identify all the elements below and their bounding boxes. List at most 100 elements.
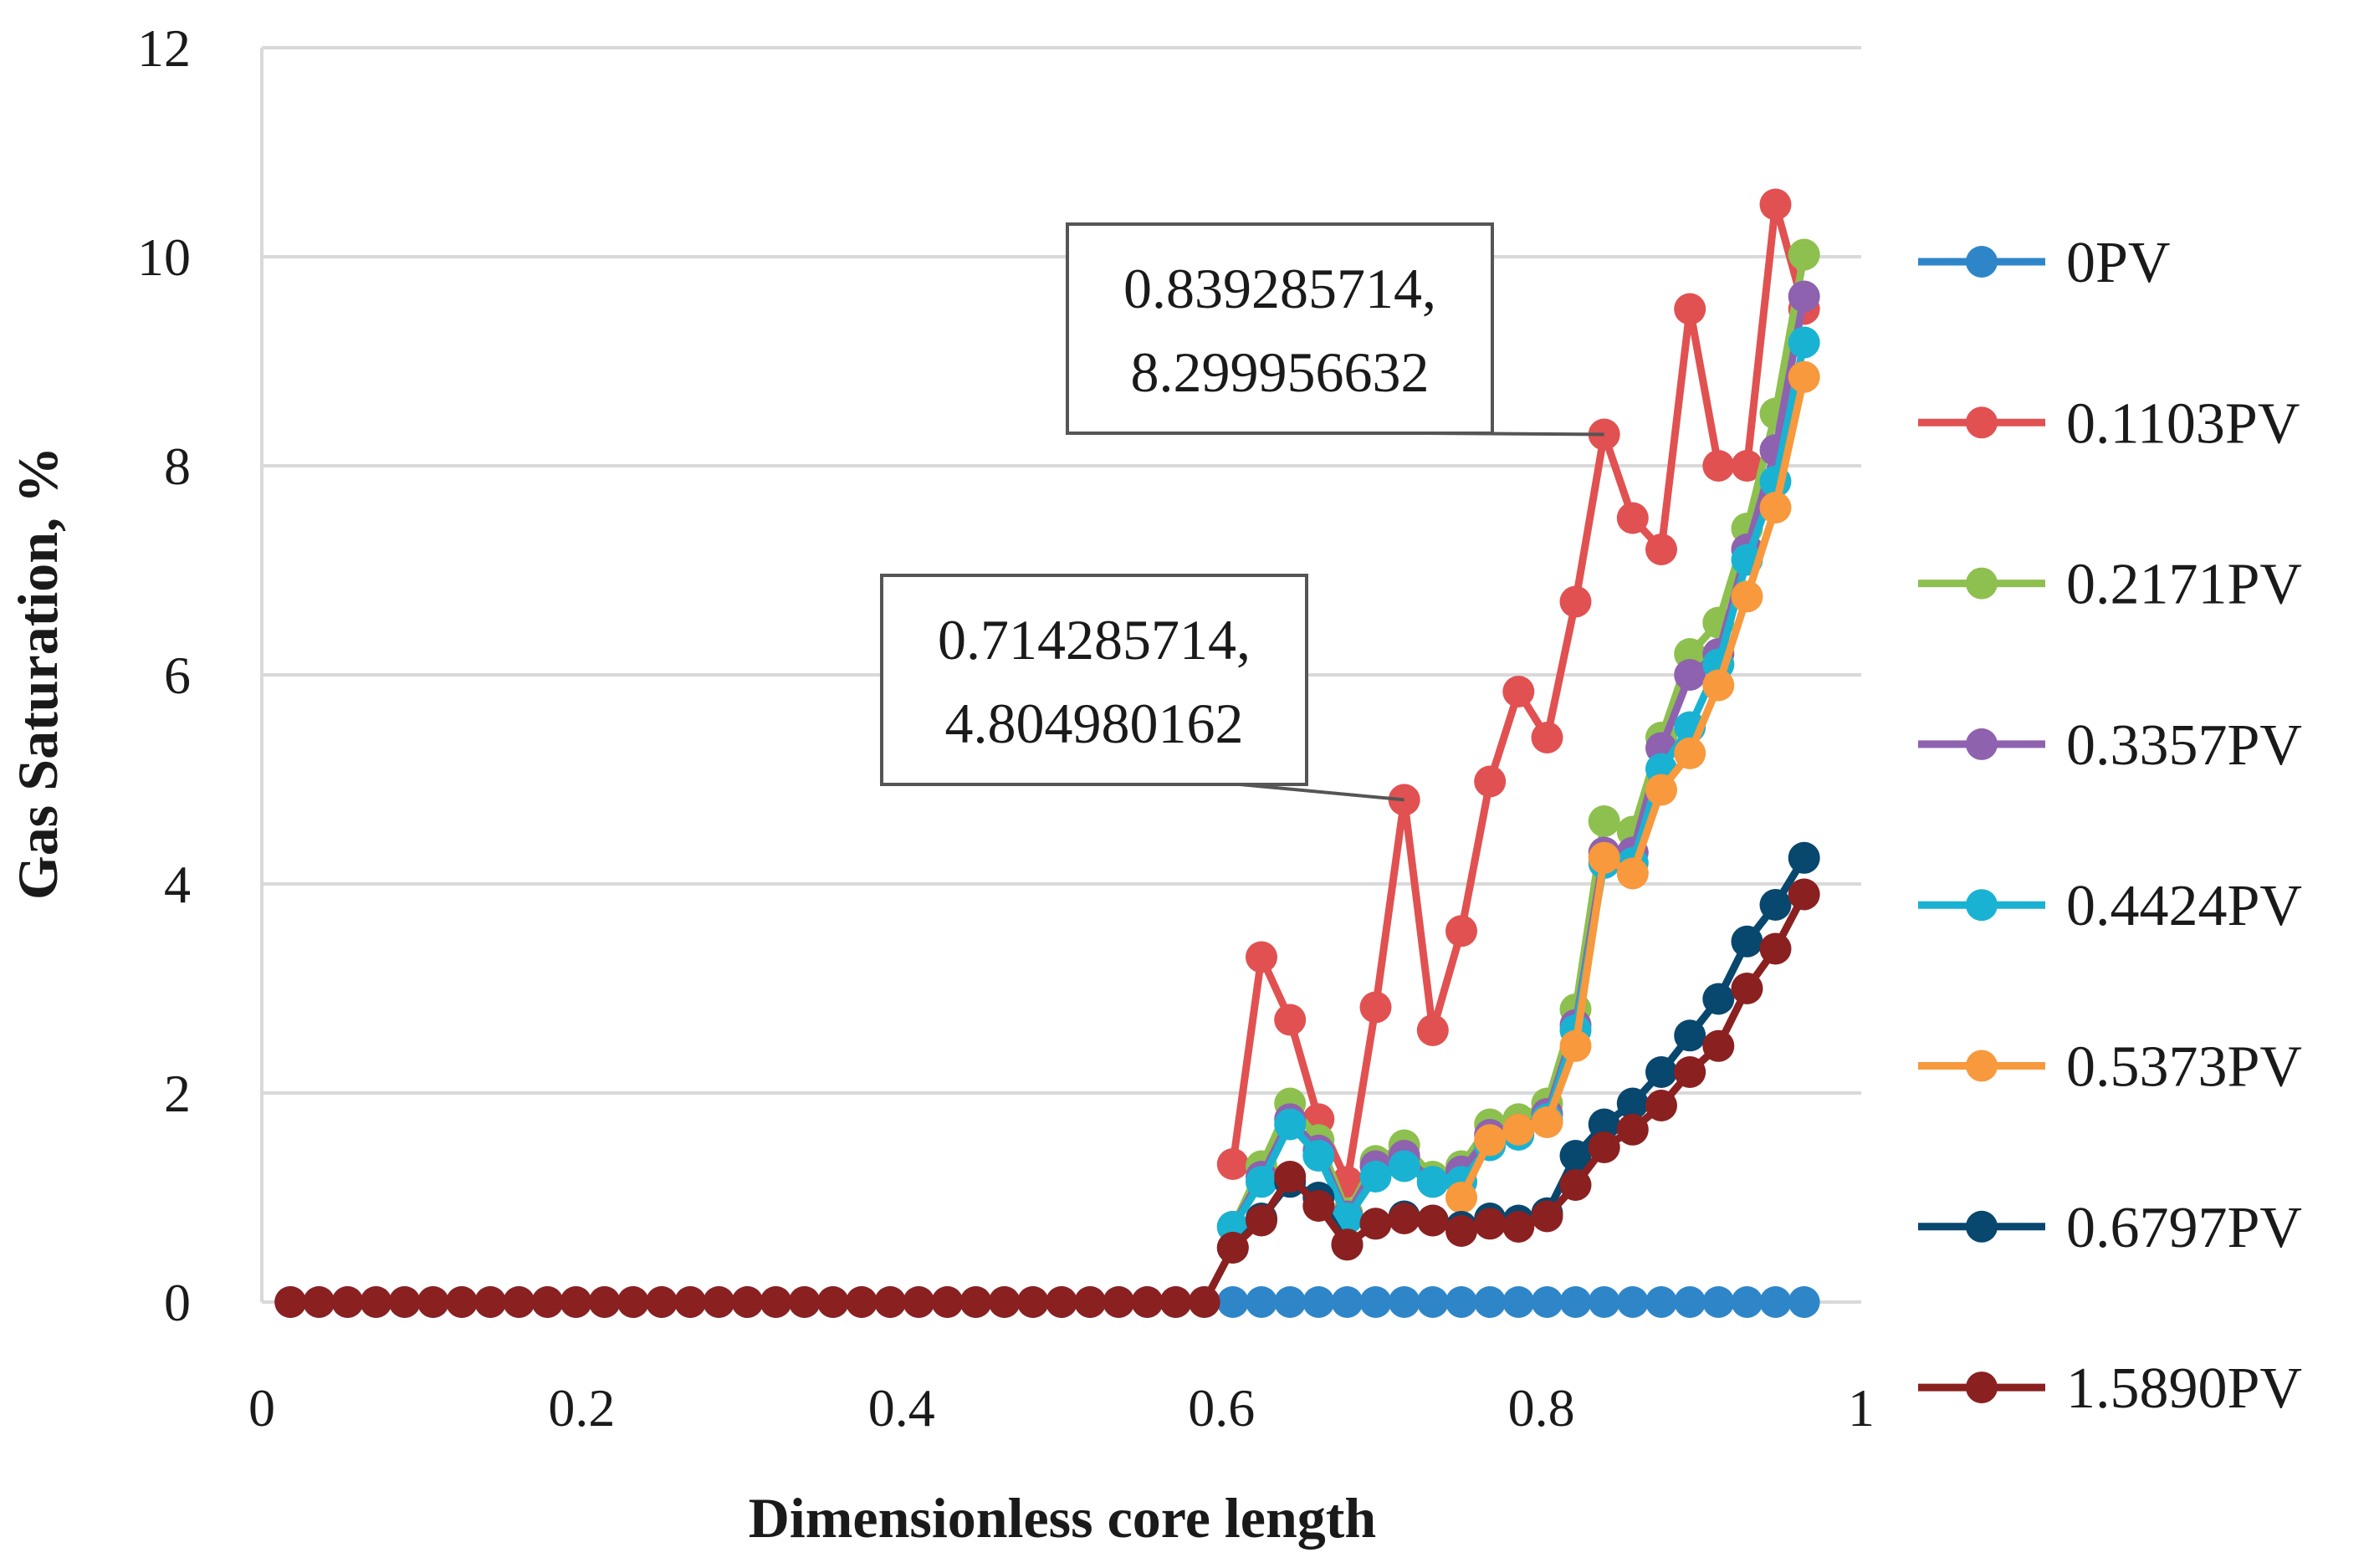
legend-marker: [1966, 1050, 1998, 1082]
data-point: [1702, 450, 1735, 482]
data-point: [1731, 450, 1763, 482]
legend-label: 0.2171PV: [2066, 553, 2302, 617]
data-point: [360, 1286, 392, 1318]
data-point: [1588, 841, 1620, 874]
series-0.5373PV: [1445, 360, 1820, 1213]
data-point: [1388, 1286, 1420, 1318]
data-point: [1788, 841, 1820, 874]
data-point: [1274, 1108, 1307, 1141]
y-tick-label: 4: [164, 855, 191, 914]
legend-marker: [1966, 567, 1998, 600]
data-point: [1216, 1232, 1249, 1264]
data-point: [1016, 1286, 1049, 1318]
data-point: [1302, 1190, 1335, 1222]
legend-item: 0.1103PV: [1918, 391, 2300, 456]
data-point: [1388, 1150, 1420, 1182]
data-point: [1502, 676, 1535, 707]
legend-label: 0.5373PV: [2066, 1035, 2302, 1100]
data-point: [1445, 1182, 1477, 1213]
data-point: [1331, 1228, 1364, 1261]
data-point: [1616, 1286, 1649, 1318]
data-point: [1702, 669, 1735, 702]
data-point: [1759, 492, 1792, 524]
y-tick-label: 2: [164, 1064, 191, 1123]
legend-item: 0.5373PV: [1918, 1035, 2302, 1100]
data-point: [1559, 1029, 1592, 1062]
data-point: [1645, 774, 1677, 806]
legend-label: 0.1103PV: [2066, 391, 2300, 456]
data-point: [1359, 1286, 1392, 1318]
data-point: [674, 1286, 707, 1318]
data-point: [1445, 1215, 1477, 1247]
data-point: [1645, 1286, 1677, 1318]
data-point: [531, 1286, 564, 1318]
y-tick-label: 0: [164, 1273, 191, 1332]
data-point: [560, 1286, 592, 1318]
data-point: [1531, 1200, 1563, 1233]
data-point: [788, 1286, 821, 1318]
callout-layer: 0.714285714, 4.804980162 0.839285714, 8.299…: [880, 222, 1604, 802]
data-point: [1416, 1166, 1449, 1198]
data-callout: 0.714285714, 4.804980162: [880, 574, 1404, 802]
data-point: [1559, 585, 1592, 618]
data-point: [1788, 238, 1820, 271]
data-point: [1759, 932, 1792, 965]
data-point: [388, 1286, 421, 1318]
x-tick-label: 0.2: [548, 1378, 615, 1438]
data-point: [1759, 1286, 1792, 1318]
legend-label: 0.6797PV: [2066, 1196, 2302, 1260]
data-point: [503, 1286, 535, 1318]
legend-marker: [1966, 1371, 1998, 1404]
legend-layer: 0PV 0.1103PV 0.2171PV 0.3357PV 0.4424PV 0.537…: [1918, 231, 2302, 1421]
data-point: [1159, 1286, 1192, 1318]
data-point: [1674, 293, 1706, 325]
data-point: [1388, 1203, 1420, 1234]
data-point: [1246, 1286, 1277, 1318]
callout-label: 4.804980162: [945, 692, 1244, 755]
data-point: [1674, 1019, 1706, 1052]
data-point: [617, 1286, 649, 1318]
data-point: [1674, 659, 1706, 691]
data-point: [417, 1286, 449, 1318]
data-point: [1788, 326, 1820, 359]
data-point: [874, 1286, 907, 1318]
data-point: [988, 1286, 1021, 1318]
data-point: [1759, 889, 1792, 921]
data-point: [303, 1286, 335, 1318]
data-point: [846, 1286, 877, 1318]
data-point: [1788, 878, 1820, 911]
data-point: [1445, 1286, 1477, 1318]
data-point: [1246, 941, 1277, 973]
data-point: [1359, 1161, 1392, 1193]
data-point: [1188, 1286, 1220, 1318]
data-point: [1502, 1113, 1535, 1146]
data-point: [1474, 1286, 1507, 1318]
grid-layer: [262, 46, 1861, 1095]
legend-label: 0.3357PV: [2066, 713, 2302, 778]
data-point: [1474, 1208, 1507, 1240]
legend-item: 0.2171PV: [1918, 553, 2302, 617]
data-point: [331, 1286, 364, 1318]
data-point: [1416, 1286, 1449, 1318]
data-point: [1302, 1140, 1335, 1172]
data-point: [1702, 983, 1735, 1015]
legend-item: 1.5890PV: [1918, 1356, 2302, 1421]
series-line: [290, 892, 1808, 1306]
data-point: [959, 1286, 992, 1318]
data-point: [274, 1286, 307, 1318]
data-point: [1588, 1131, 1620, 1163]
data-point: [1359, 991, 1392, 1024]
legend-label: 1.5890PV: [2066, 1356, 2302, 1421]
data-point: [1731, 973, 1763, 1004]
data-point: [1103, 1286, 1135, 1318]
series-0.1103PV: [1216, 188, 1820, 1198]
data-point: [474, 1286, 507, 1318]
data-point: [731, 1286, 764, 1318]
data-point: [1588, 1286, 1620, 1318]
data-point: [1474, 1124, 1507, 1157]
data-point: [1559, 1169, 1592, 1201]
legend-marker: [1966, 889, 1998, 922]
x-tick-label: 0.6: [1188, 1378, 1255, 1438]
data-point: [1302, 1286, 1335, 1318]
